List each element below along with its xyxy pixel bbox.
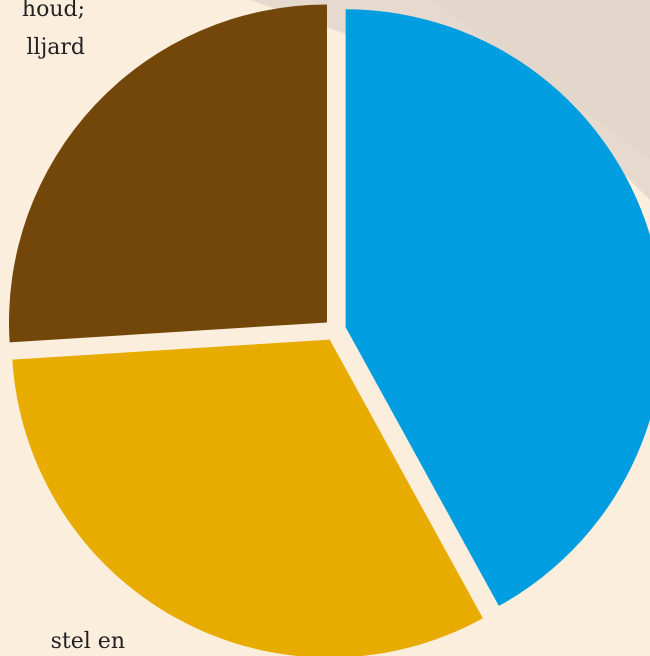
- annotation: houd;: [22, 0, 85, 22]
- pie-slice: [345, 9, 650, 606]
- annotation: lljard: [26, 35, 85, 60]
- pie-slice: [8, 4, 327, 343]
- pie-slice: [12, 339, 483, 656]
- annotation: stel en: [51, 629, 125, 654]
